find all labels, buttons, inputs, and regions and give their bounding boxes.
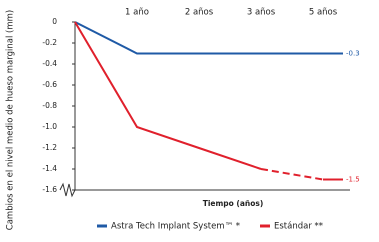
line-dashed: [260, 168, 324, 181]
value-label: -1.5: [346, 176, 360, 184]
legend-label: Astra Tech Implant System™ *: [111, 222, 240, 232]
y-tick-label: -0.2: [42, 38, 57, 47]
axis-break: [59, 182, 76, 198]
x-tick-label: 5 años: [309, 8, 338, 18]
y-tick-label: -1.2: [42, 143, 57, 152]
y-tick-label: -1.6: [42, 185, 57, 194]
line: [74, 21, 323, 55]
y-tick-label: -0.4: [42, 59, 57, 68]
legend-label: Estándar **: [274, 222, 323, 232]
y-tick-label: -1.4: [42, 164, 57, 173]
x-tick-label: 3 años: [247, 8, 276, 18]
x-tick-label: 1 año: [125, 8, 149, 18]
x-tick-label: 2 años: [185, 8, 214, 18]
y-tick-label: -0.6: [42, 80, 57, 89]
x-axis-label: Tiempo (años): [203, 199, 264, 208]
y-tick-label: -1.0: [42, 122, 57, 131]
y-tick-label: 0: [52, 17, 57, 26]
y-tick-label: -0.8: [42, 101, 57, 110]
y-axis-label: Cambios en el nivel medio de hueso margi…: [6, 10, 16, 230]
line: [74, 21, 262, 170]
value-label: -0.3: [346, 50, 360, 58]
